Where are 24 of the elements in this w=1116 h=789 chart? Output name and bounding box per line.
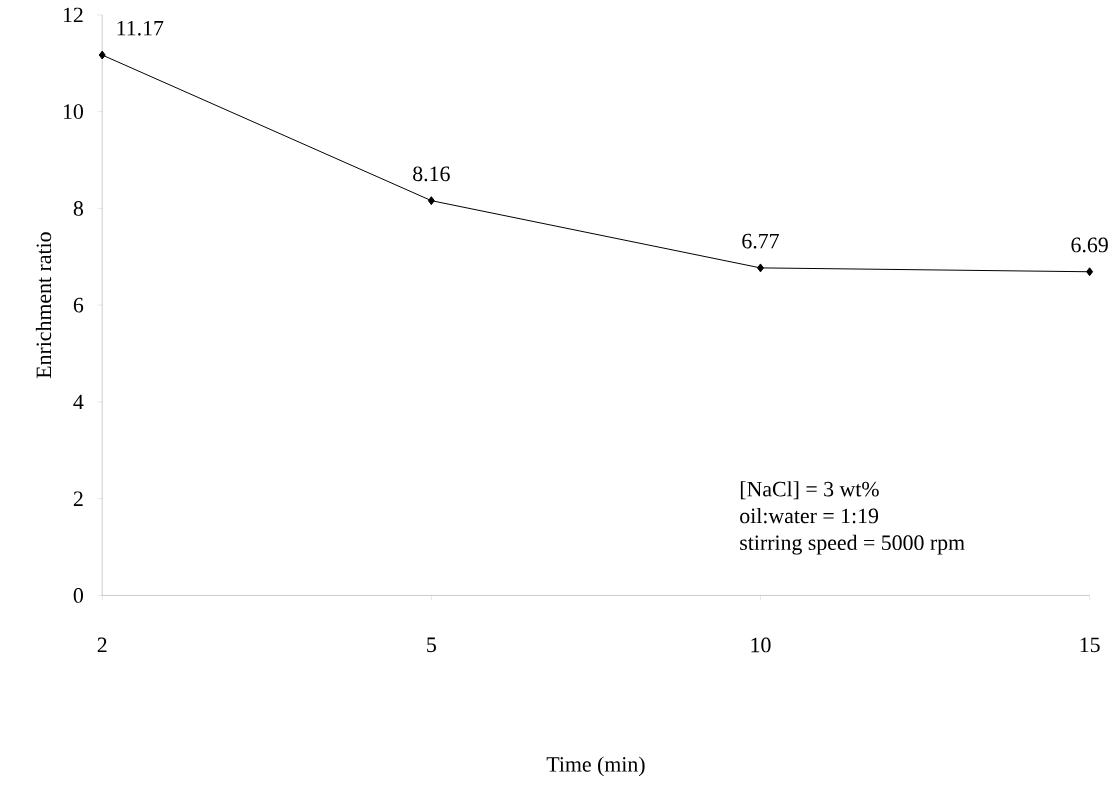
x-axis-title: Time (min) — [546, 756, 645, 777]
data-label: 11.17 — [117, 20, 164, 36]
data-label: 6.69 — [1071, 237, 1108, 253]
x-tick-label: 10 — [751, 637, 771, 653]
y-tick-label: 8 — [73, 201, 83, 216]
x-tick-label: 5 — [427, 637, 436, 653]
data-label: 6.77 — [742, 233, 779, 249]
y-tick-label: 2 — [73, 491, 83, 506]
data-label: 8.16 — [413, 166, 450, 182]
point — [98, 50, 106, 60]
y-tick-label: 0 — [73, 588, 83, 603]
point — [1086, 267, 1094, 277]
y-axis-title: Enrichment ratio — [35, 232, 52, 379]
y-tick-label: 4 — [73, 394, 84, 410]
point — [757, 263, 764, 273]
annotation: stirring speed = 5000 rpm — [740, 534, 965, 555]
y-tick-label: 12 — [63, 7, 83, 23]
point — [427, 196, 435, 206]
annotation: [NaCl] = 3 wt% — [740, 481, 879, 500]
x-tick-label: 15 — [1080, 637, 1100, 653]
x-tick-label: 2 — [97, 637, 107, 653]
annotation: oil:water = 1:19 — [740, 507, 879, 524]
y-tick-label: 6 — [73, 297, 84, 313]
y-tick-label: 10 — [63, 104, 83, 120]
